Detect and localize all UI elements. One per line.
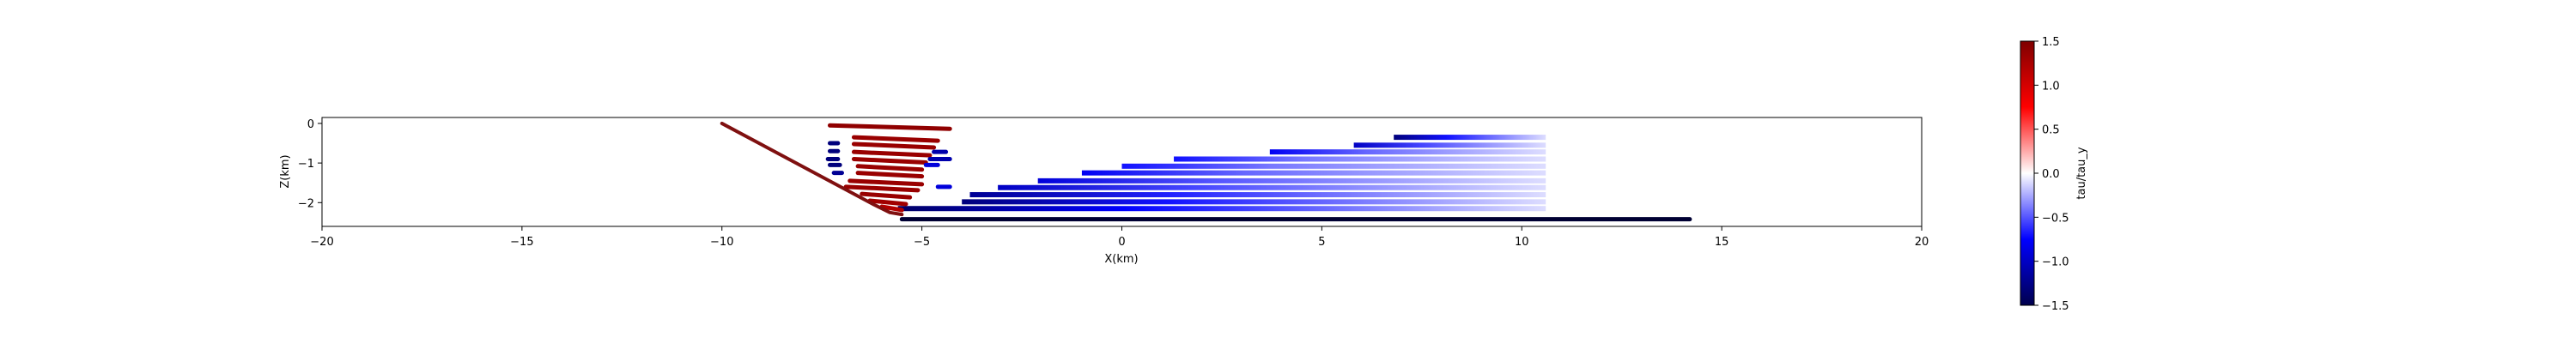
blue-stress-row [1121, 163, 1546, 169]
x-tick-label: 0 [1118, 236, 1125, 249]
red-stress-row [860, 191, 913, 200]
red-stress-row [879, 204, 904, 213]
colorbar: 1.5 1.0 0.5 0.0 −0.5 −1.0 −1.5 tau/tau_y [2020, 36, 2088, 313]
x-tick-label: 20 [1915, 236, 1929, 249]
x-tick-label: −10 [710, 236, 733, 249]
red-stress-row [851, 135, 940, 143]
x-tick-label: −15 [510, 236, 533, 249]
red-stress-row [851, 156, 928, 165]
blue-stress-row [1269, 149, 1546, 155]
red-stress-row [851, 149, 933, 158]
blue-stress-row [998, 184, 1546, 190]
colorbar-label: tau/tau_y [2075, 147, 2088, 199]
blue-stress-row [1081, 170, 1546, 176]
blue-stress-row [1174, 156, 1546, 162]
colorbar-ticks: 1.5 1.0 0.5 0.0 −0.5 −1.0 −1.5 [2034, 36, 2069, 313]
colorbar-tick-label: −1.5 [2042, 300, 2069, 313]
plot-marks [720, 121, 1692, 222]
red-stress-row [843, 184, 920, 193]
red-stress-row [828, 123, 952, 131]
y-tick-label: −2 [298, 197, 314, 210]
blue-stress-row [969, 192, 1546, 198]
x-tick-label: 15 [1715, 236, 1729, 249]
fault-trace-line [720, 121, 904, 217]
blue-stress-row [1353, 142, 1546, 148]
x-tick-label: 5 [1318, 236, 1325, 249]
blue-stress-row [1394, 135, 1546, 141]
x-tick-label: −20 [310, 236, 333, 249]
x-tick-label: −5 [914, 236, 930, 249]
y-axis-ticks: 0 −1 −2 [298, 118, 322, 210]
blue-stress-row [1037, 178, 1546, 184]
blue-stress-row [897, 206, 1546, 212]
blue-stress-row [962, 199, 1546, 205]
red-stress-row [855, 171, 925, 179]
colorbar-tick-label: −0.5 [2042, 212, 2069, 225]
red-stress-row [848, 178, 925, 187]
x-axis-label: X(km) [1104, 253, 1138, 266]
y-tick-label: 0 [307, 118, 314, 131]
x-tick-label: 10 [1515, 236, 1529, 249]
colorbar-gradient [2020, 40, 2035, 306]
colorbar-tick-label: −1.0 [2042, 256, 2069, 269]
y-tick-label: −1 [298, 158, 314, 171]
main-plot: −20 −15 −10 −5 0 5 10 15 20 0 −1 −2 X(km) Z(km) [279, 117, 1929, 266]
colorbar-tick-label: 0.5 [2042, 124, 2060, 137]
y-axis-label: Z(km) [279, 154, 292, 188]
x-axis-ticks: −20 −15 −10 −5 0 5 10 15 20 [310, 226, 1929, 249]
red-stress-row [851, 141, 937, 150]
colorbar-tick-label: 0.0 [2042, 168, 2060, 181]
red-stress-row [867, 198, 908, 207]
red-stress-row [855, 164, 925, 172]
colorbar-tick-label: 1.0 [2042, 80, 2060, 93]
colorbar-tick-label: 1.5 [2042, 36, 2060, 49]
